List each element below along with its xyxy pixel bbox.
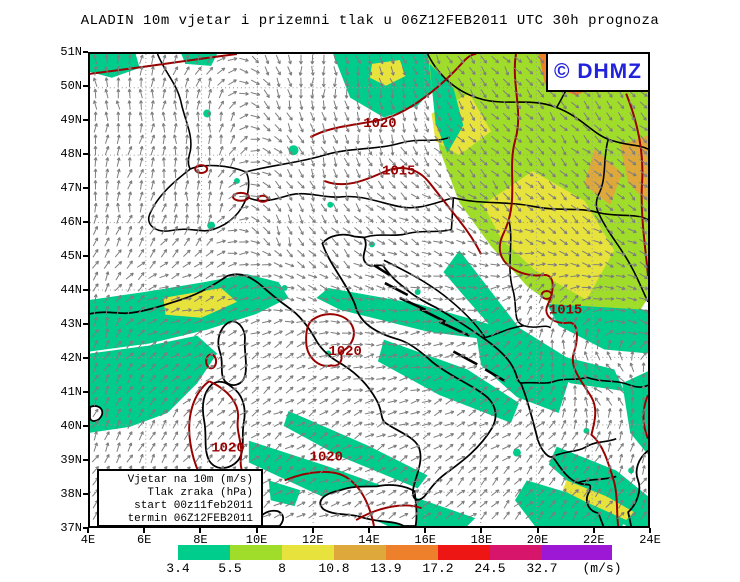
lon-tick-label: 6E — [136, 533, 152, 547]
lat-tick-mark — [83, 527, 88, 529]
lat-tick-mark — [83, 323, 88, 325]
lon-tick-mark — [143, 528, 146, 533]
lat-tick-label: 41N — [60, 385, 82, 399]
colorbar-tick-label: 8 — [278, 561, 286, 576]
lat-tick-label: 39N — [60, 453, 82, 467]
lat-tick-label: 46N — [60, 215, 82, 229]
lon-tick-label: 16E — [414, 533, 436, 547]
lat-tick-label: 44N — [60, 283, 82, 297]
pressure-label: 1020 — [310, 449, 343, 465]
info-box-line: Vjetar na 10m (m/s) — [127, 474, 253, 486]
lon-tick-label: 20E — [526, 533, 549, 547]
lat-tick-label: 49N — [60, 113, 82, 127]
lat-tick-label: 38N — [60, 487, 82, 501]
lon-tick-label: 24E — [639, 533, 661, 547]
lat-tick-label: 43N — [60, 317, 82, 331]
map-plot: 1020 1015 1015 1020 1020 1020 — [90, 54, 648, 526]
lat-tick-mark — [83, 391, 88, 393]
lat-tick-mark — [83, 119, 88, 121]
lat-tick-mark — [83, 459, 88, 461]
colorbar-tick-label: 5.5 — [218, 561, 242, 576]
pressure-label: 1020 — [329, 344, 362, 360]
map-canvas: 1020 1015 1015 1020 1020 1020 — [88, 52, 650, 528]
pressure-labels-layer: 1020 1015 1015 1020 1020 1020 — [211, 116, 582, 465]
lat-tick-mark — [83, 289, 88, 291]
colorbar-tick-label: 13.9 — [370, 561, 402, 576]
lat-tick-label: 40N — [60, 419, 82, 433]
lon-tick-mark — [536, 528, 539, 533]
colorbar-tick-label: 3.4 — [166, 561, 190, 576]
info-box-line: start 00z11feb2011 — [134, 500, 253, 512]
lat-tick-mark — [83, 221, 88, 223]
pressure-label: 1015 — [382, 164, 415, 180]
lon-tick-mark — [480, 528, 483, 533]
pressure-label: 1020 — [363, 116, 396, 132]
colorbar-segment — [282, 545, 334, 560]
dhmz-copyright-label: © DHMZ — [554, 60, 642, 83]
lon-tick-mark — [255, 528, 258, 533]
lon-tick-mark — [368, 528, 370, 533]
wind-arrows-layer — [91, 54, 648, 521]
colorbar-segment — [438, 545, 490, 560]
lat-tick-mark — [83, 187, 88, 189]
colorbar-segment — [230, 545, 282, 560]
lat-tick-label: 51N — [60, 45, 82, 59]
info-box-line: Tlak zraka (hPa) — [147, 487, 253, 499]
lat-tick-mark — [83, 493, 88, 495]
lon-tick-label: 18E — [470, 533, 493, 547]
lat-tick-mark — [83, 425, 88, 427]
lon-tick-label: 10E — [245, 533, 268, 547]
lon-tick-label: 8E — [193, 533, 208, 547]
lon-tick-label: 4E — [80, 533, 96, 547]
lat-tick-label: 37N — [60, 521, 82, 535]
lat-tick-label: 47N — [60, 181, 82, 195]
lon-tick-label: 12E — [301, 533, 324, 547]
pressure-label: 1015 — [549, 303, 582, 319]
info-box-line: termin 06Z12FEB2011 — [127, 513, 253, 525]
colorbar-tick-label: 10.8 — [318, 561, 350, 576]
lon-tick-mark — [424, 528, 427, 533]
lat-tick-label: 45N — [60, 249, 82, 263]
colorbar-segment — [386, 545, 438, 560]
lat-tick-mark — [83, 51, 88, 53]
colorbar-tick-label: 32.7 — [526, 561, 558, 576]
colorbar-tick-label: 17.2 — [422, 561, 454, 576]
forecast-info-box: Vjetar na 10m (m/s) Tlak zraka (hPa) start… — [97, 469, 263, 527]
lon-tick-mark — [649, 528, 651, 533]
lon-tick-mark — [87, 528, 89, 533]
page-title: ALADIN 10m vjetar i prizemni tlak u 06Z1… — [80, 13, 660, 29]
lon-tick-mark — [199, 528, 202, 533]
lon-tick-mark — [311, 528, 314, 533]
lat-tick-mark — [83, 153, 88, 155]
dhmz-branding-box: © DHMZ — [546, 54, 648, 92]
lon-tick-label: 14E — [358, 533, 380, 547]
colorbar-unit-label: (m/s) — [582, 561, 622, 576]
lon-tick-label: 22E — [582, 533, 605, 547]
pressure-label: 1020 — [211, 440, 244, 456]
lat-tick-label: 42N — [60, 351, 82, 365]
colorbar-segment — [334, 545, 386, 560]
lat-tick-mark — [83, 357, 88, 359]
colorbar-segment — [490, 545, 542, 560]
lat-tick-label: 48N — [60, 147, 82, 161]
lat-tick-mark — [83, 255, 88, 257]
lon-tick-mark — [592, 528, 595, 533]
colorbar-segment — [178, 545, 230, 560]
lat-tick-label: 50N — [60, 79, 82, 93]
lat-tick-mark — [83, 85, 88, 87]
colorbar-segment — [542, 545, 612, 560]
colorbar-tick-label: 24.5 — [474, 561, 506, 576]
